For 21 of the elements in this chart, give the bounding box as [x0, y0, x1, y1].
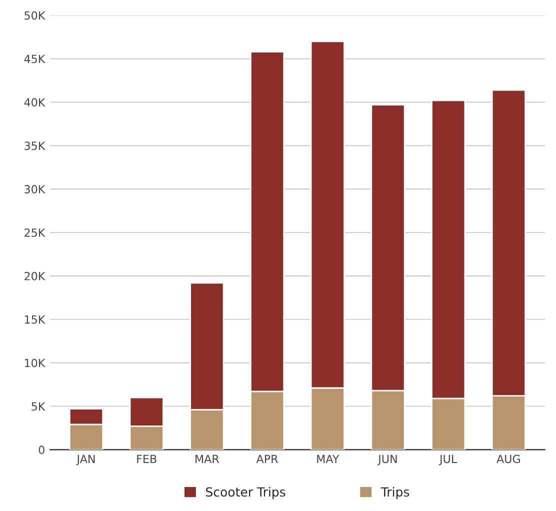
x-tick-label: MAR — [196, 454, 220, 463]
x-tick-label: JAN — [76, 454, 95, 466]
y-tick-label: 5K — [32, 402, 46, 411]
y-tick-label: 30K — [24, 185, 46, 194]
x-tick-label: JUL — [438, 454, 458, 466]
legend-label: Trips — [380, 486, 410, 500]
x-tick-label: JUN — [378, 454, 397, 466]
y-tick-label: 20K — [24, 272, 46, 280]
y-tick-label: 10K — [24, 358, 46, 368]
y-tick-label: 40K — [24, 98, 46, 107]
x-tick-label: APR — [256, 454, 278, 463]
y-tick-label: 15K — [24, 315, 46, 324]
y-tick-label: 35K — [24, 142, 46, 150]
y-tick-label: 25K — [24, 228, 46, 237]
y-tick-label: 0 — [38, 446, 44, 454]
y-tick-label: 50K — [24, 11, 46, 20]
x-tick-label: AUG — [496, 454, 520, 464]
legend-label: Scooter Trips — [206, 486, 286, 500]
x-tick-label: MAY — [317, 454, 340, 463]
y-tick-label: 45K — [24, 54, 46, 64]
x-tick-label: FEB — [137, 454, 156, 463]
